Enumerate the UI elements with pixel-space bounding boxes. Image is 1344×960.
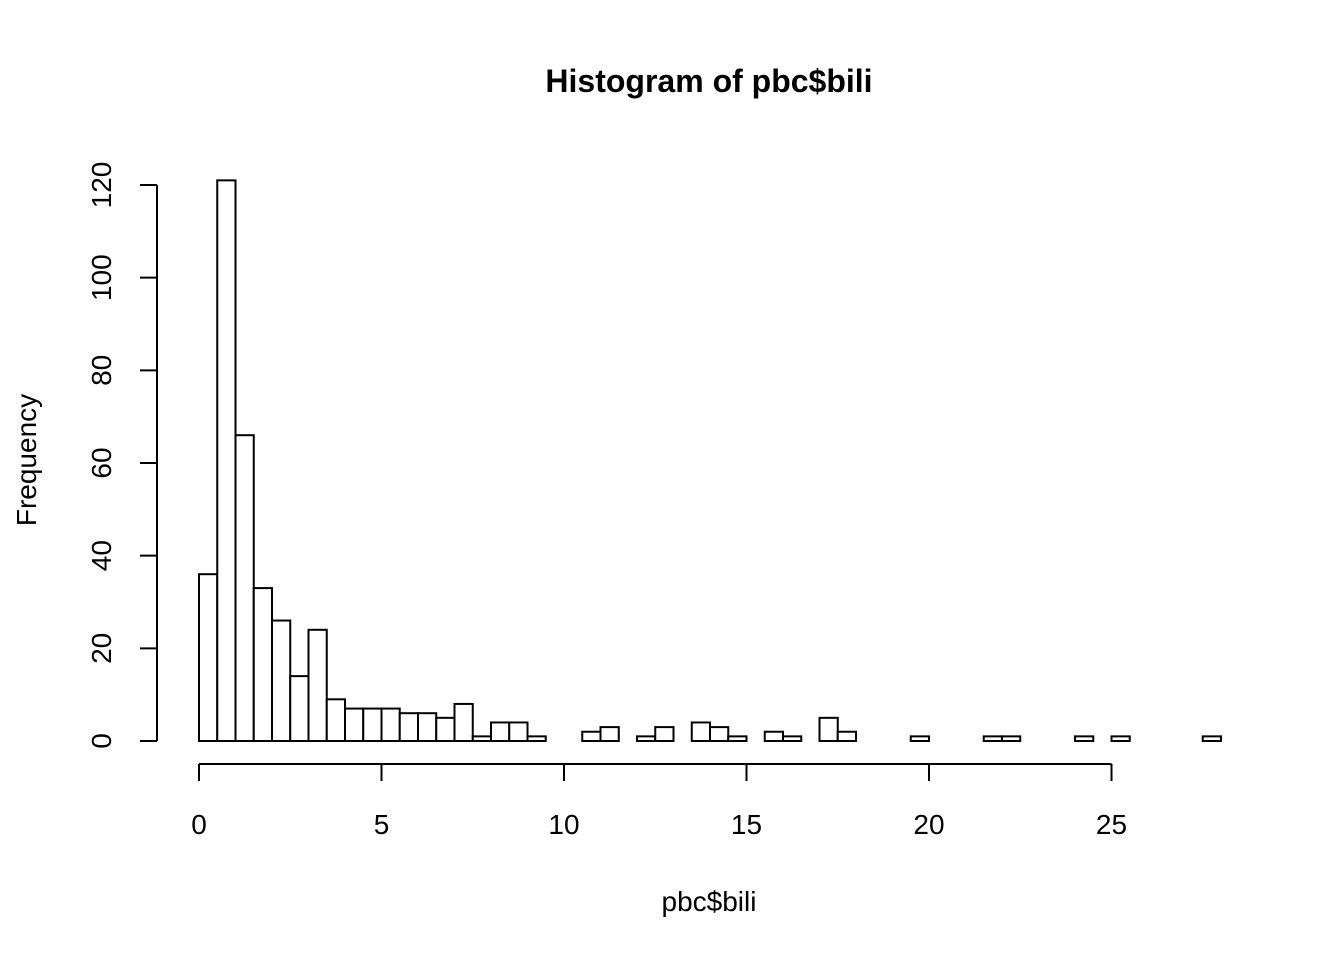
- histogram-bar: [398, 712, 419, 742]
- y-tick-label: 80: [86, 355, 117, 386]
- histogram-bars: [198, 179, 1222, 742]
- histogram-bar: [471, 735, 492, 742]
- histogram-bar: [490, 721, 511, 742]
- x-tick-label: 15: [731, 809, 762, 840]
- y-tick-label: 0: [86, 733, 117, 749]
- histogram-bar: [380, 707, 401, 742]
- histogram-bar: [763, 730, 784, 742]
- x-axis-label: pbc$bili: [662, 886, 757, 917]
- histogram-bar: [636, 735, 657, 742]
- x-tick-label: 20: [913, 809, 944, 840]
- histogram-bar: [344, 707, 365, 742]
- y-axis: 0 20 40 60 80 100 120: [86, 162, 158, 749]
- x-tick-label: 25: [1096, 809, 1127, 840]
- histogram-bar: [234, 434, 255, 742]
- histogram-bar: [307, 628, 328, 742]
- histogram-bar: [198, 573, 219, 742]
- histogram-bar: [325, 698, 346, 742]
- histogram-bar: [252, 587, 273, 742]
- histogram-bar: [709, 726, 730, 742]
- histogram-bar: [1201, 735, 1222, 742]
- x-tick-label: 10: [548, 809, 579, 840]
- histogram-bar: [782, 735, 803, 742]
- histogram-bar: [1001, 735, 1022, 742]
- y-tick-label: 120: [86, 162, 117, 209]
- chart-title: Histogram of pbc$bili: [545, 63, 872, 99]
- y-tick-label: 60: [86, 447, 117, 478]
- histogram-bar: [216, 179, 237, 742]
- histogram-bar: [690, 721, 711, 742]
- histogram-bar: [581, 730, 602, 742]
- y-tick-label: 20: [86, 633, 117, 664]
- y-tick-label: 40: [86, 540, 117, 571]
- x-axis: 0 5 10 15 20 25: [191, 763, 1127, 840]
- histogram-bar: [453, 702, 474, 742]
- histogram-bar: [818, 716, 839, 742]
- histogram-bar: [1074, 735, 1095, 742]
- y-tick-label: 100: [86, 254, 117, 301]
- histogram-bar: [1110, 735, 1131, 742]
- x-tick-label: 0: [191, 809, 207, 840]
- histogram-bar: [435, 716, 456, 742]
- histogram-bar: [289, 675, 310, 742]
- histogram-bar: [508, 721, 529, 742]
- histogram-bar: [836, 730, 857, 742]
- x-tick-label: 5: [374, 809, 390, 840]
- histogram-bar: [526, 735, 547, 742]
- histogram-bar: [909, 735, 930, 742]
- histogram-bar: [654, 726, 675, 742]
- histogram-bar: [982, 735, 1003, 742]
- y-axis-label: Frequency: [11, 394, 42, 526]
- histogram-bar: [599, 726, 620, 742]
- histogram-bar: [727, 735, 748, 742]
- histogram-bar: [362, 707, 383, 742]
- histogram-bar: [271, 619, 292, 742]
- histogram-bar: [417, 712, 438, 742]
